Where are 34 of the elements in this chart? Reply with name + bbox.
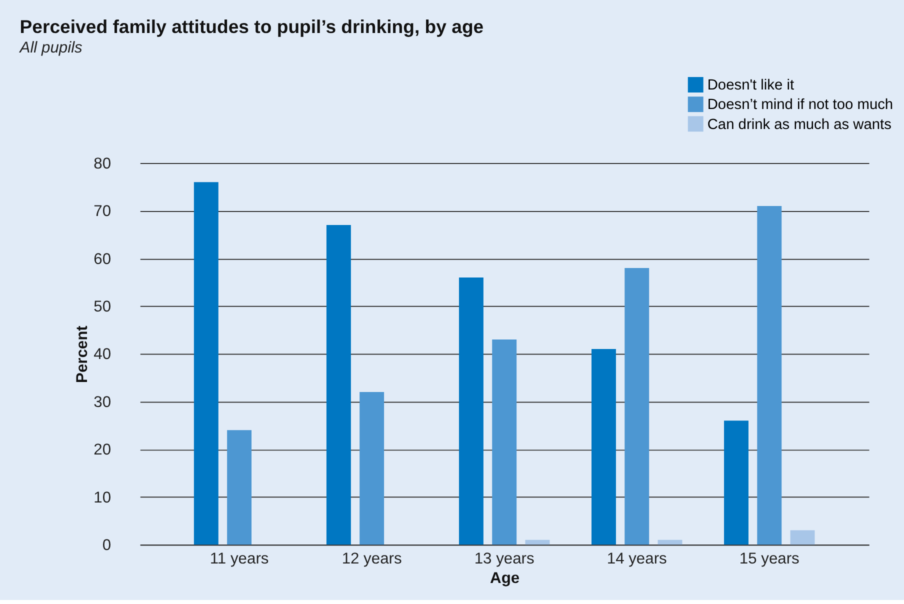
- bar: [492, 340, 517, 545]
- chart-subtitle: All pupils: [18, 39, 83, 56]
- x-tick-label: 11 years: [210, 550, 269, 568]
- bar: [592, 349, 616, 545]
- bar: [724, 420, 748, 545]
- y-tick-label: 50: [94, 298, 112, 316]
- legend-label: Doesn’t mind if not too much: [707, 97, 894, 114]
- bar: [525, 540, 550, 545]
- bar: [326, 225, 351, 545]
- x-axis-title: Age: [490, 570, 520, 588]
- bar: [360, 392, 384, 545]
- y-tick-label: 0: [102, 536, 112, 554]
- bar: [658, 540, 682, 545]
- x-tick-label: 12 years: [342, 550, 402, 568]
- legend-label: Doesn't like it: [707, 78, 794, 94]
- legend-label: Can drink as much as wants: [707, 116, 892, 133]
- bar: [790, 530, 815, 545]
- bar: [458, 278, 484, 545]
- y-tick-label: 40: [94, 346, 112, 364]
- y-tick-label: 60: [94, 250, 112, 268]
- y-tick-label: 10: [94, 489, 112, 506]
- y-tick-label: 20: [94, 442, 112, 459]
- chart-title: Perceived family attitudes to pupil’s drinking, by age: [20, 16, 484, 37]
- y-tick-label: 70: [94, 203, 112, 220]
- y-tick-label: 30: [94, 394, 112, 411]
- y-tick-label: 80: [94, 155, 112, 172]
- bar: [227, 430, 252, 545]
- x-tick-label: 15 years: [739, 550, 800, 568]
- y-axis-title: Percent: [74, 324, 91, 383]
- bar: [624, 268, 650, 545]
- bar: [757, 206, 782, 545]
- x-tick-label: 13 years: [474, 550, 535, 568]
- bar: [194, 182, 218, 545]
- x-tick-label: 14 years: [606, 550, 668, 568]
